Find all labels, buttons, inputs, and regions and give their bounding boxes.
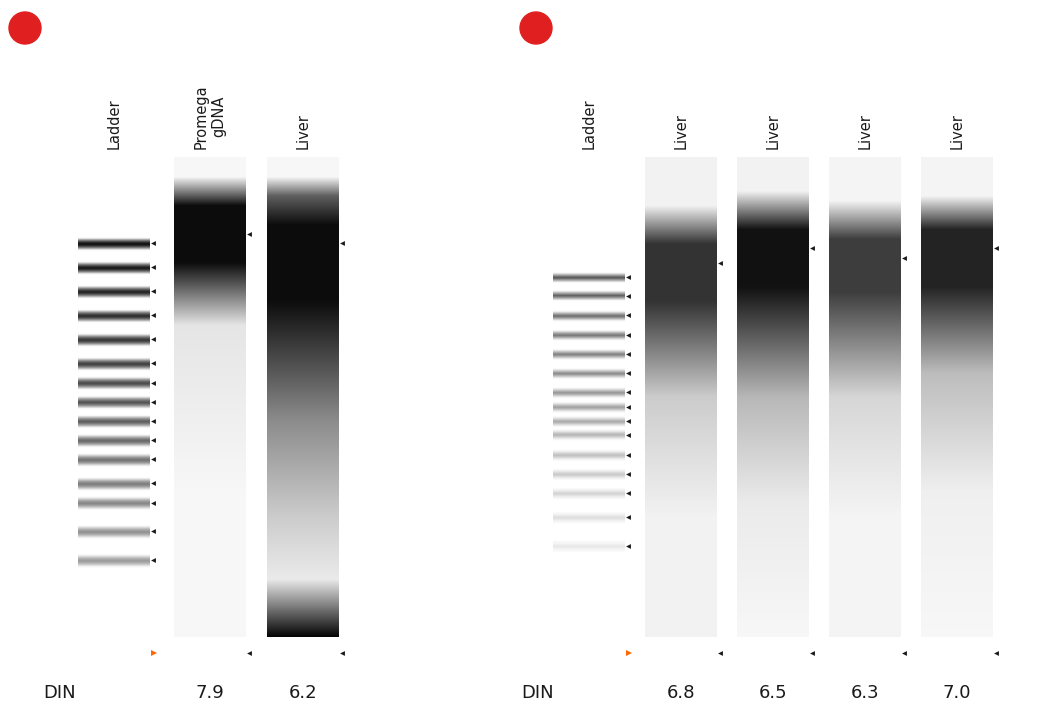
- Text: Liver: Liver: [950, 113, 964, 149]
- Text: 6.3: 6.3: [851, 684, 879, 702]
- Text: 6.8: 6.8: [667, 684, 696, 702]
- Text: 5B: 5B: [527, 22, 545, 35]
- Text: Promega
gDNA: Promega gDNA: [194, 84, 227, 149]
- Text: 5A: 5A: [16, 22, 34, 35]
- Text: DIN: DIN: [522, 684, 554, 702]
- Text: 7.0: 7.0: [942, 684, 971, 702]
- Text: 7.9: 7.9: [196, 684, 225, 702]
- Text: Ladder: Ladder: [582, 99, 597, 149]
- Text: 6.5: 6.5: [759, 684, 787, 702]
- Text: Liver: Liver: [674, 113, 688, 149]
- Text: Liver: Liver: [858, 113, 873, 149]
- Text: 6.2: 6.2: [289, 684, 317, 702]
- Text: Liver: Liver: [765, 113, 781, 149]
- Text: Ladder: Ladder: [106, 99, 121, 149]
- Text: DIN: DIN: [43, 684, 76, 702]
- Text: Liver: Liver: [295, 113, 311, 149]
